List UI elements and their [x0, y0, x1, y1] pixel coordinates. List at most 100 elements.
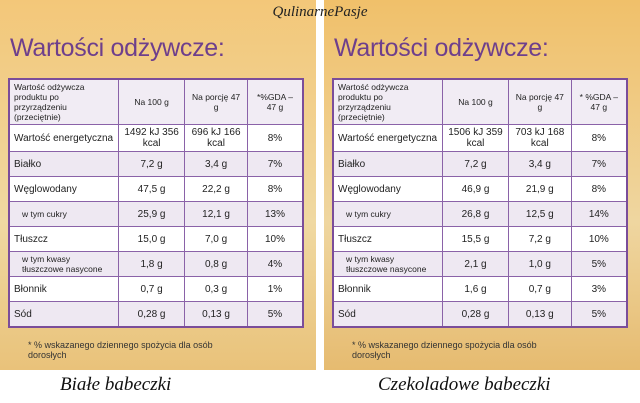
- nutrition-table: Wartość odżywcza produktu po przyrządzen…: [8, 78, 304, 328]
- table-cell: 2,1 g: [442, 251, 509, 277]
- table-cell: 8%: [570, 124, 628, 152]
- table-cell: 15,0 g: [117, 226, 186, 252]
- panel: Wartości odżywcze: Wartość odżywcza produ…: [324, 0, 640, 370]
- table-row: Węglowodany 46,9 g 21,9 g 8%: [332, 176, 628, 202]
- table-cell: w tym cukry: [8, 201, 119, 227]
- table-cell: 10%: [246, 226, 304, 252]
- table-cell: 13%: [246, 201, 304, 227]
- table-cell: 1,0 g: [508, 251, 572, 277]
- heading: Wartości odżywcze:: [10, 34, 225, 62]
- table-row: Tłuszcz 15,5 g 7,2 g 10%: [332, 226, 628, 252]
- table-cell: Sód: [8, 301, 119, 328]
- table-cell: 46,9 g: [442, 176, 509, 202]
- nutrition-table: Wartość odżywcza produktu po przyrządzen…: [332, 78, 628, 328]
- table-cell: 1492 kJ 356 kcal: [117, 124, 186, 152]
- table-cell: 0,28 g: [442, 301, 509, 328]
- panel: Wartości odżywcze: Wartość odżywcza produ…: [0, 0, 316, 370]
- header-cell: *%GDA – 47 g: [246, 78, 304, 125]
- table-cell: 7%: [246, 151, 304, 177]
- table-cell: 25,9 g: [117, 201, 186, 227]
- table-cell: 5%: [246, 301, 304, 328]
- table-row: w tym cukry 25,9 g 12,1 g 13%: [8, 201, 304, 227]
- table-cell: 0,28 g: [117, 301, 186, 328]
- table-cell: 3%: [570, 276, 628, 302]
- table-cell: 12,5 g: [508, 201, 572, 227]
- table-cell: 703 kJ 168 kcal: [508, 124, 572, 152]
- table-cell: 10%: [570, 226, 628, 252]
- table-cell: Węglowodany: [8, 176, 119, 202]
- table-row: Wartość energetyczna 1506 kJ 359 kcal 703 …: [332, 124, 628, 152]
- table-cell: Tłuszcz: [8, 226, 119, 252]
- table-cell: 5%: [570, 251, 628, 277]
- caption: Białe babeczki: [60, 374, 172, 395]
- table-cell: 0,13 g: [508, 301, 572, 328]
- table-cell: 0,8 g: [184, 251, 248, 277]
- table-row: Białko 7,2 g 3,4 g 7%: [332, 151, 628, 177]
- table-cell: w tym kwasy tłuszczowe nasycone: [332, 251, 443, 277]
- header-cell: Na 100 g: [442, 78, 509, 125]
- table-row: Węglowodany 47,5 g 22,2 g 8%: [8, 176, 304, 202]
- header-cell: Na porcję 47 g: [184, 78, 248, 125]
- table-cell: 7%: [570, 151, 628, 177]
- table-cell: 696 kJ 166 kcal: [184, 124, 248, 152]
- table-cell: Białko: [8, 151, 119, 177]
- table-cell: 7,2 g: [442, 151, 509, 177]
- table-body: Wartość odżywcza produktu po przyrządzen…: [8, 78, 304, 328]
- table-cell: 47,5 g: [117, 176, 186, 202]
- table-cell: 8%: [570, 176, 628, 202]
- table-cell: Błonnik: [332, 276, 443, 302]
- footnote: * % wskazanego dziennego spożycia dla os…: [28, 340, 213, 360]
- table-cell: Węglowodany: [332, 176, 443, 202]
- table-row: Białko 7,2 g 3,4 g 7%: [8, 151, 304, 177]
- table-body: Wartość odżywcza produktu po przyrządzen…: [332, 78, 628, 328]
- table-cell: 0,7 g: [117, 276, 186, 302]
- table-cell: 12,1 g: [184, 201, 248, 227]
- table-cell: 0,3 g: [184, 276, 248, 302]
- table-cell: 0,13 g: [184, 301, 248, 328]
- table-row: Sód 0,28 g 0,13 g 5%: [332, 301, 628, 328]
- table-row: Wartość energetyczna 1492 kJ 356 kcal 696 …: [8, 124, 304, 152]
- table-cell: Tłuszcz: [332, 226, 443, 252]
- table-row: Błonnik 0,7 g 0,3 g 1%: [8, 276, 304, 302]
- table-cell: 0,7 g: [508, 276, 572, 302]
- table-row: w tym cukry 26,8 g 12,5 g 14%: [332, 201, 628, 227]
- caption: Czekoladowe babeczki: [378, 374, 551, 395]
- table-cell: 21,9 g: [508, 176, 572, 202]
- table-cell: 1506 kJ 359 kcal: [442, 124, 509, 152]
- header-cell: * %GDA – 47 g: [570, 78, 628, 125]
- table-row: Błonnik 1,6 g 0,7 g 3%: [332, 276, 628, 302]
- header-row: Wartość odżywcza produktu po przyrządzen…: [332, 78, 628, 125]
- table-cell: Błonnik: [8, 276, 119, 302]
- table-cell: Wartość energetyczna: [8, 124, 119, 152]
- watermark: QulinarnePasje: [272, 4, 368, 20]
- table-cell: 14%: [570, 201, 628, 227]
- heading: Wartości odżywcze:: [334, 34, 549, 62]
- header-row: Wartość odżywcza produktu po przyrządzen…: [8, 78, 304, 125]
- table-cell: Wartość energetyczna: [332, 124, 443, 152]
- header-cell: Na 100 g: [117, 78, 186, 125]
- table-cell: 7,0 g: [184, 226, 248, 252]
- table-row: w tym kwasy tłuszczowe nasycone 2,1 g 1,0 …: [332, 251, 628, 277]
- table-cell: 8%: [246, 176, 304, 202]
- table-cell: 3,4 g: [508, 151, 572, 177]
- table-row: w tym kwasy tłuszczowe nasycone 1,8 g 0,8 …: [8, 251, 304, 277]
- table-cell: 7,2 g: [508, 226, 572, 252]
- table-cell: 1,8 g: [117, 251, 186, 277]
- table-cell: w tym cukry: [332, 201, 443, 227]
- header-cell: Wartość odżywcza produktu po przyrządzen…: [332, 78, 443, 125]
- table-cell: 15,5 g: [442, 226, 509, 252]
- table-cell: 1%: [246, 276, 304, 302]
- table-cell: 7,2 g: [117, 151, 186, 177]
- table-cell: 4%: [246, 251, 304, 277]
- table-cell: 3,4 g: [184, 151, 248, 177]
- table-row: Tłuszcz 15,0 g 7,0 g 10%: [8, 226, 304, 252]
- table-cell: 22,2 g: [184, 176, 248, 202]
- footnote: * % wskazanego dziennego spożycia dla os…: [352, 340, 537, 360]
- table-cell: Sód: [332, 301, 443, 328]
- table-row: Sód 0,28 g 0,13 g 5%: [8, 301, 304, 328]
- header-cell: Na porcję 47 g: [508, 78, 572, 125]
- table-cell: w tym kwasy tłuszczowe nasycone: [8, 251, 119, 277]
- header-cell: Wartość odżywcza produktu po przyrządzen…: [8, 78, 119, 125]
- table-cell: 5%: [570, 301, 628, 328]
